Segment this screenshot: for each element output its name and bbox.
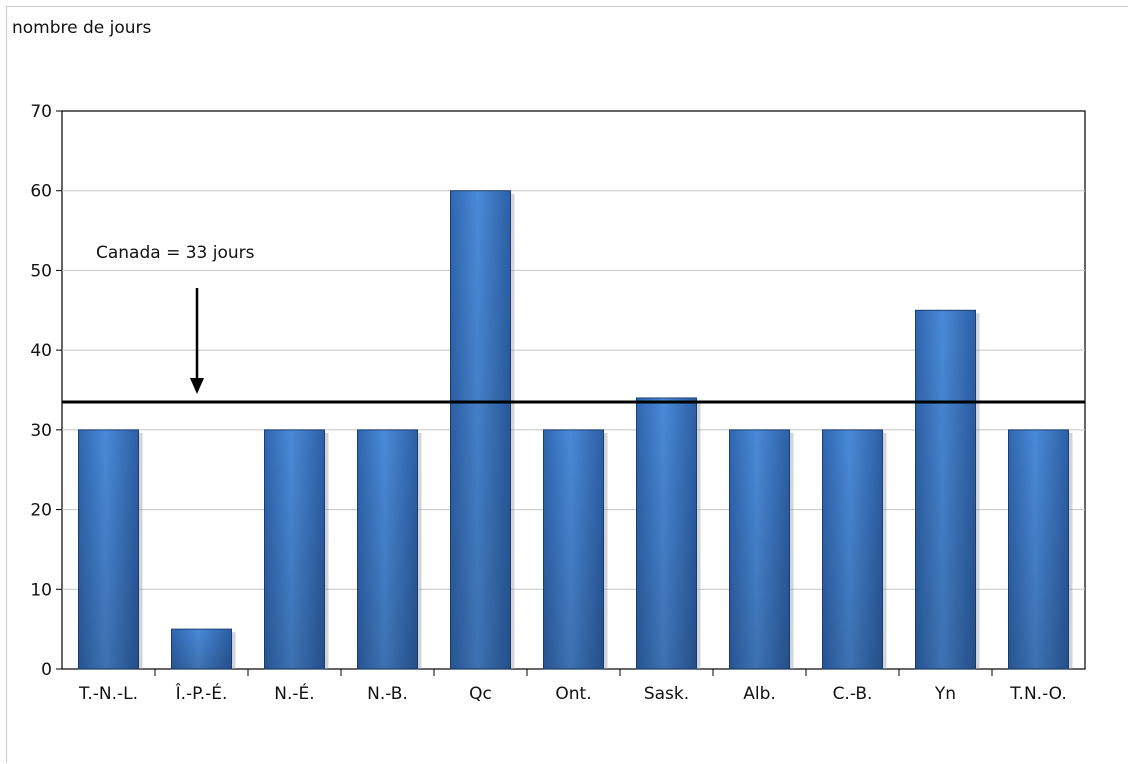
bar-shade <box>264 429 325 669</box>
x-tick-label: Qc <box>469 684 492 704</box>
bar-shade <box>822 429 883 669</box>
canada-average-label: Canada = 33 jours <box>96 243 255 263</box>
bar-shade <box>636 397 697 669</box>
y-tick-label: 0 <box>41 660 52 680</box>
bar-shade <box>78 429 139 669</box>
x-tick-label: T.-N.-L. <box>78 684 138 704</box>
x-tick-label: C.-B. <box>833 684 873 704</box>
y-tick-label: 60 <box>30 182 52 202</box>
x-tick-label: N.-É. <box>274 682 314 704</box>
x-tick-label: Sask. <box>644 684 689 704</box>
chart-frame <box>6 6 1128 762</box>
y-tick-label: 70 <box>30 102 52 122</box>
x-tick-label: Î.-P.-É. <box>175 682 228 704</box>
x-tick-label: Yn <box>934 684 956 704</box>
bar-shade <box>450 190 511 669</box>
x-tick-label: Ont. <box>555 684 591 704</box>
x-tick-label: Alb. <box>743 684 776 704</box>
y-tick-label: 10 <box>30 580 52 600</box>
x-tick-label: T.N.-O. <box>1009 684 1067 704</box>
y-tick-label: 40 <box>30 341 52 361</box>
bar-shade <box>915 310 976 669</box>
bar-shade <box>543 429 604 669</box>
bar-shade <box>357 429 418 669</box>
bar-shade <box>729 429 790 669</box>
y-tick-label: 20 <box>30 501 52 521</box>
y-tick-label: 30 <box>30 421 52 441</box>
bar-shade <box>1008 429 1069 669</box>
bar-shade <box>171 629 232 669</box>
x-tick-label: N.-B. <box>367 684 408 704</box>
y-tick-label: 50 <box>30 261 52 281</box>
annotation-arrowhead <box>190 378 204 394</box>
y-axis-label: nombre de jours <box>12 18 152 38</box>
